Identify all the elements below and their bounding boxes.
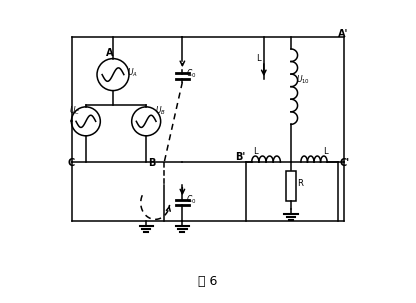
Text: $U_C$: $U_C$ <box>69 104 81 117</box>
Text: R: R <box>297 178 303 188</box>
Text: $C_0$: $C_0$ <box>186 194 197 206</box>
Text: $U_{10}$: $U_{10}$ <box>296 73 310 86</box>
Bar <box>285 171 296 201</box>
Text: A': A' <box>338 29 348 39</box>
Text: L: L <box>253 147 257 156</box>
Text: 图 6: 图 6 <box>198 275 218 288</box>
Text: $C_0$: $C_0$ <box>186 68 197 80</box>
Text: C': C' <box>339 158 349 168</box>
Text: B: B <box>148 158 156 168</box>
Text: $U_A$: $U_A$ <box>127 66 139 79</box>
Text: B': B' <box>235 152 245 162</box>
Text: $U_B$: $U_B$ <box>155 104 166 117</box>
Text: A: A <box>106 48 114 58</box>
Text: C: C <box>67 158 74 168</box>
Text: L: L <box>323 147 328 156</box>
Text: L: L <box>256 54 261 63</box>
